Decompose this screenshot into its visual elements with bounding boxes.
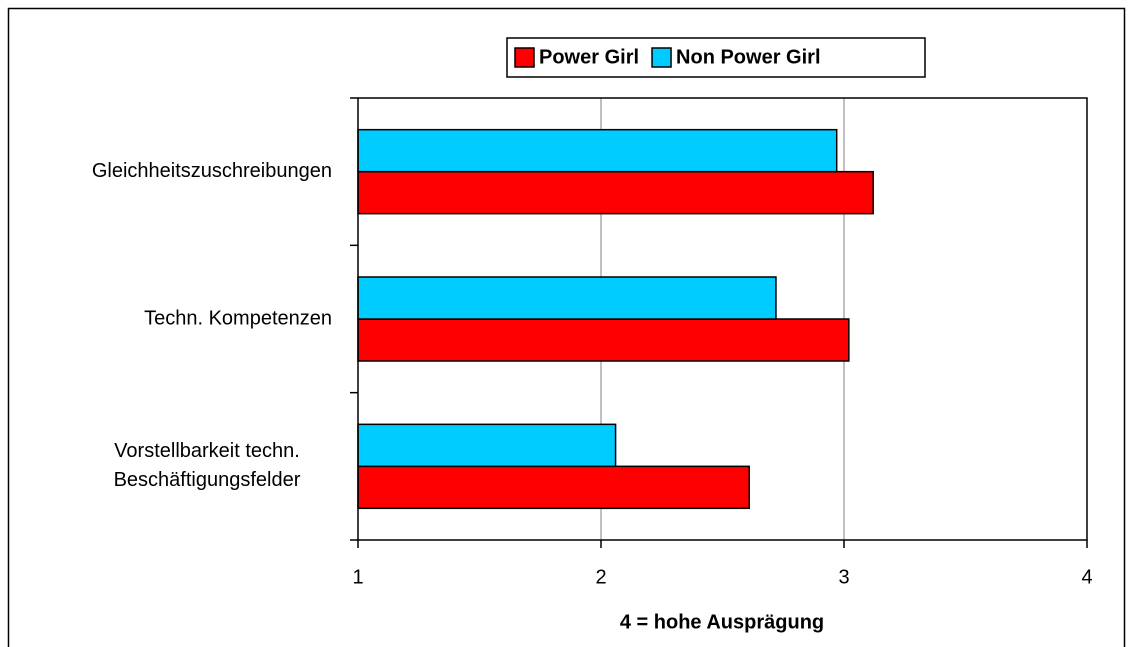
x-tick-label: 4 <box>1081 566 1092 588</box>
y-tick-label-line: Vorstellbarkeit techn. <box>114 440 300 462</box>
bar <box>357 170 874 215</box>
legend-label: Non Power Girl <box>676 46 820 68</box>
frame <box>7 7 1126 647</box>
x-tick-label: 2 <box>595 566 606 588</box>
y-tick-label-line: Beschäftigungsfelder <box>114 469 301 491</box>
y-tick-label: Techn. Kompetenzen <box>144 307 332 329</box>
plot-border <box>357 97 1088 541</box>
y-tick-label: Gleichheitszuschreibungen <box>92 160 332 182</box>
bar <box>357 128 838 173</box>
bar <box>357 276 777 320</box>
legend-box <box>506 37 926 78</box>
y-tick-label: Vorstellbarkeit techn. Beschäftigungsfeld… <box>114 440 301 491</box>
bar <box>357 318 850 362</box>
bar <box>357 465 750 510</box>
legend-label: Power Girl <box>539 46 639 68</box>
x-tick-label: 1 <box>352 566 363 588</box>
x-tick-label: 3 <box>838 566 849 588</box>
bar <box>357 423 617 468</box>
legend-swatch <box>514 47 535 68</box>
x-axis-label: 4 = hohe Ausprägung <box>620 611 824 633</box>
legend-swatch <box>651 47 672 68</box>
